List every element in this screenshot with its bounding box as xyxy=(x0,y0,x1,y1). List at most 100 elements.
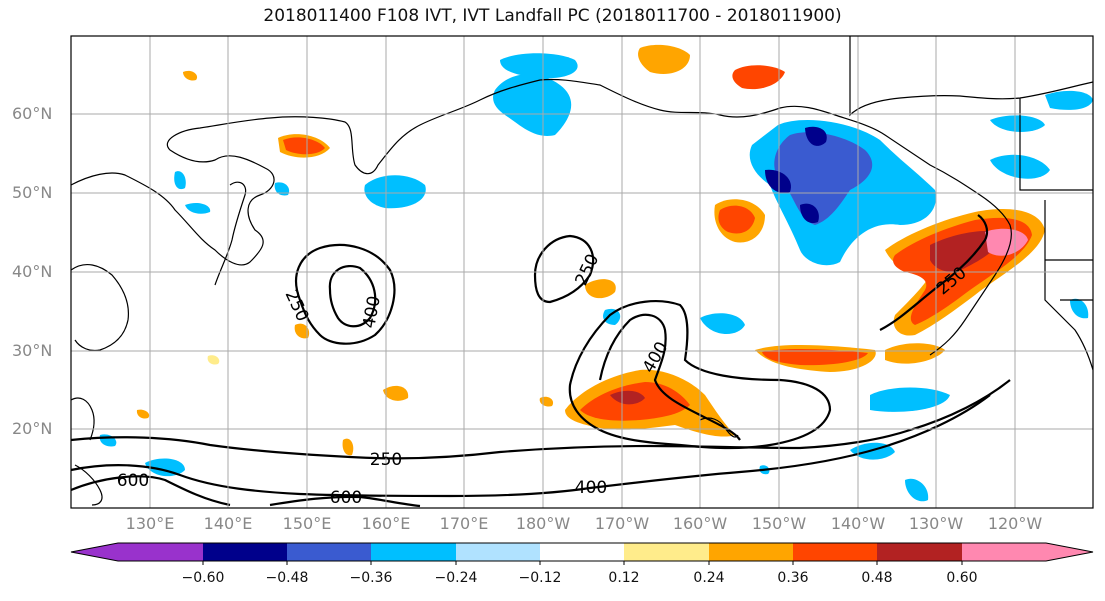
coastline-japan xyxy=(214,181,247,286)
coastline-us-west xyxy=(1044,200,1094,371)
colorbar xyxy=(70,542,1094,565)
neg-region-phil xyxy=(145,458,185,477)
lat-label: 40°N xyxy=(12,262,53,281)
map-frame xyxy=(70,35,1094,509)
pos-spot-5 xyxy=(342,438,354,456)
lon-label: 130°E xyxy=(125,514,175,533)
lat-label: 20°N xyxy=(12,419,53,438)
neg-spot-4 xyxy=(603,308,621,325)
lon-label: 120°W xyxy=(987,514,1043,533)
colorbar-segment xyxy=(624,543,709,561)
shaded-anomalies xyxy=(99,44,1093,502)
neg-region-canada-2 xyxy=(990,115,1045,132)
colorbar-tick-label: 0.36 xyxy=(777,570,809,586)
pos-spot-9 xyxy=(207,355,220,365)
neg-region-canada xyxy=(1045,90,1093,110)
neg-min2-gulf-alaska xyxy=(765,169,791,194)
colorbar-segment xyxy=(287,543,371,561)
colorbar-segment xyxy=(371,543,456,561)
colorbar-segment xyxy=(877,543,962,561)
border-canada xyxy=(1019,98,1093,191)
contour-250-west-coast xyxy=(879,214,989,331)
pos-region-bering-pos xyxy=(638,44,690,75)
pos-spot-4 xyxy=(294,323,310,339)
lon-label: 140°E xyxy=(203,514,253,533)
lon-label: 170°W xyxy=(594,514,650,533)
contour-250-west xyxy=(295,243,396,345)
colorbar-extend-max xyxy=(1046,543,1093,561)
neg-spot-1 xyxy=(174,171,186,190)
map-title: 2018011400 F108 IVT, IVT Landfall PC (20… xyxy=(263,6,842,26)
contour-label: 600 xyxy=(330,488,362,508)
neg-spot-7 xyxy=(1070,298,1089,319)
colorbar-segment xyxy=(709,543,793,561)
colorbar-tick-label: −0.24 xyxy=(434,570,478,586)
colorbar-tick-label: −0.12 xyxy=(518,570,562,586)
colorbar-segment xyxy=(540,543,624,561)
colorbar-extend-min xyxy=(71,543,118,561)
contour-250-north xyxy=(533,234,595,304)
lon-label: 170°E xyxy=(439,514,489,533)
colorbar-segment xyxy=(118,543,203,561)
colorbar-tick-label: −0.36 xyxy=(349,570,393,586)
colorbar-tick-label: 0.48 xyxy=(861,570,893,586)
coastline-philippines xyxy=(74,464,103,506)
colorbar-segment xyxy=(456,543,540,561)
lon-label: 160°W xyxy=(672,514,728,533)
lon-label: 180°W xyxy=(515,514,571,533)
neg-min3-gulf-alaska xyxy=(800,203,819,224)
colorbar-tick-label: −0.48 xyxy=(265,570,309,586)
neg-min-gulf-alaska xyxy=(805,126,827,146)
lat-label: 50°N xyxy=(12,183,53,202)
contour-label: 600 xyxy=(117,471,149,491)
colorbar-tick-label: 0.24 xyxy=(693,570,725,586)
neg-region-east-pac xyxy=(870,387,950,412)
lon-label: 150°W xyxy=(751,514,807,533)
pos-core-hi-lat xyxy=(718,205,755,234)
contour-250-central xyxy=(568,300,832,450)
neg-region-bering xyxy=(493,74,572,136)
graticule xyxy=(71,36,1093,508)
pos-spot-7 xyxy=(136,409,150,419)
lon-label: 130°W xyxy=(908,514,964,533)
pos-region-alaska xyxy=(732,65,785,90)
contour-400-west xyxy=(328,264,377,328)
contour-label: 250 xyxy=(370,450,402,470)
colorbar-segment xyxy=(793,543,877,561)
pos-spot-6 xyxy=(183,70,198,81)
lon-label: 160°E xyxy=(361,514,411,533)
coastline-north-pacific xyxy=(70,78,1012,356)
pos-peak-westcoast xyxy=(985,228,1028,256)
neg-region-hawaii-n xyxy=(700,313,745,335)
contour-label: 400 xyxy=(575,478,607,498)
lon-label: 140°W xyxy=(830,514,886,533)
colorbar-tick-label: −0.60 xyxy=(181,570,225,586)
state-borders xyxy=(1045,259,1093,301)
pos-core-okhotsk xyxy=(283,137,325,155)
colorbar-outline xyxy=(70,542,1094,562)
contour-250-south xyxy=(70,379,1011,460)
neg-core-gulf-alaska xyxy=(774,132,873,225)
coastline-china-south xyxy=(70,397,95,441)
contour-400-south xyxy=(70,394,991,498)
neg-spot-2 xyxy=(274,182,290,196)
lat-label: 60°N xyxy=(12,104,53,123)
ivt-contours xyxy=(70,214,1011,508)
colorbar-segment xyxy=(203,543,287,561)
neg-region-kamchatka xyxy=(364,175,426,209)
pos-spot-3 xyxy=(383,385,409,401)
pos-spot-2 xyxy=(885,343,945,364)
contour-400-central xyxy=(598,313,741,441)
lat-label: 30°N xyxy=(12,341,53,360)
neg-region-bering-2 xyxy=(500,53,578,79)
coastline-alaska-canada xyxy=(849,36,1094,117)
coastlines xyxy=(70,36,1094,506)
colorbar-tick-label: 0.60 xyxy=(946,570,978,586)
neg-spot-3 xyxy=(185,202,211,214)
contour-600-south xyxy=(70,475,421,508)
colorbar-tick-label: 0.12 xyxy=(608,570,640,586)
pos-max-central xyxy=(610,390,645,405)
lon-label: 150°E xyxy=(282,514,332,533)
coastline-asia xyxy=(70,263,130,352)
